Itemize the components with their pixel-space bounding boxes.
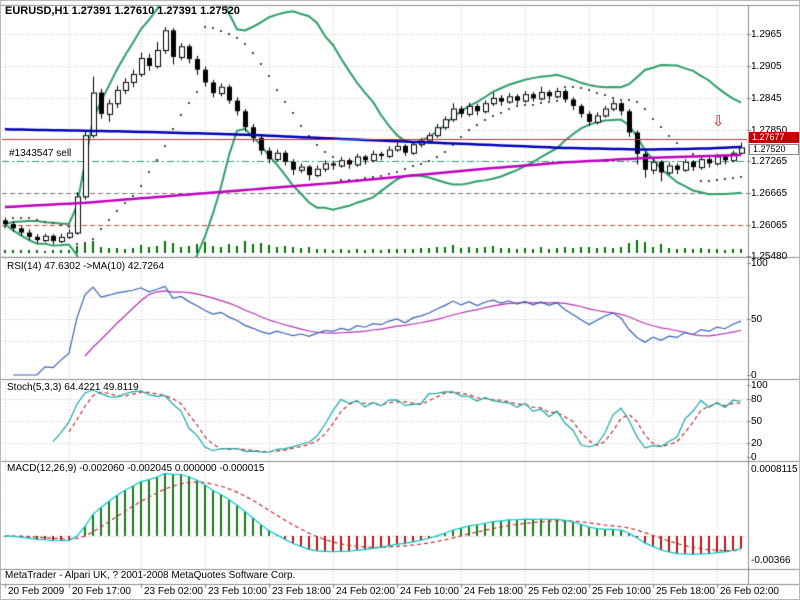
time-axis-label: 24 Feb 10:00 bbox=[400, 586, 459, 597]
price-axis-label: 1.25480 bbox=[751, 251, 788, 262]
bid-price-tag: 1.27520 bbox=[749, 144, 799, 155]
time-axis[interactable]: 20 Feb 2009 20 Feb 17:00 23 Feb 02:00 23 Fe… bbox=[1, 584, 799, 599]
stoch-axis-label: 20 bbox=[751, 438, 763, 449]
stoch-axis-label: 0 bbox=[751, 452, 757, 463]
time-axis-label: 25 Feb 18:00 bbox=[656, 586, 715, 597]
price-axis-label: 1.26065 bbox=[751, 220, 788, 231]
price-axis-label: 1.27850 bbox=[751, 125, 788, 136]
ask-price-tag: 1.27677 bbox=[749, 132, 799, 143]
macd-label: MACD(12,26,9) -0.002060 -0.002045 0.0000… bbox=[7, 463, 265, 474]
time-axis-label: 25 Feb 02:00 bbox=[528, 586, 587, 597]
time-axis-label: 26 Feb 02:00 bbox=[720, 586, 779, 597]
time-axis-label: 24 Feb 18:00 bbox=[464, 586, 523, 597]
time-axis-label: 24 Feb 02:00 bbox=[336, 586, 395, 597]
time-axis-label: 23 Feb 02:00 bbox=[144, 586, 203, 597]
rsi-axis-label: 100 bbox=[751, 258, 768, 269]
time-axis-label: 20 Feb 2009 bbox=[8, 586, 65, 597]
price-axis[interactable]: 1.2965 1.2905 1.2845 1.27850 1.27265 1.26665 1… bbox=[748, 1, 799, 584]
macd-axis-label: 0.0008115 bbox=[751, 464, 798, 475]
stoch-axis-label: 80 bbox=[751, 394, 763, 405]
price-axis-label: 1.27265 bbox=[751, 156, 788, 167]
time-axis-label: 20 Feb 17:00 bbox=[72, 586, 131, 597]
chart-title: EURUSD,H1 1.27391 1.27610 1.27391 1.2752… bbox=[5, 5, 240, 17]
price-axis-label: 1.2965 bbox=[751, 29, 782, 40]
footer-text: MetaTrader - Alpari UK, ? 2001-2008 Meta… bbox=[5, 570, 296, 581]
rsi-axis-label: 0 bbox=[751, 370, 757, 381]
macd-axis-label: -0.00366 bbox=[751, 555, 791, 566]
order-sell-label: #1343547 sell bbox=[9, 148, 72, 159]
rsi-axis-label: 50 bbox=[751, 314, 763, 325]
stoch-axis-label: 100 bbox=[751, 380, 768, 391]
stoch-axis-label: 50 bbox=[751, 416, 763, 427]
time-axis-label: 23 Feb 18:00 bbox=[272, 586, 331, 597]
time-axis-label: 23 Feb 10:00 bbox=[208, 586, 267, 597]
time-axis-label: 25 Feb 10:00 bbox=[592, 586, 651, 597]
price-arrow-icon: ⇩ bbox=[712, 113, 725, 130]
price-axis-label: 1.2845 bbox=[751, 93, 782, 104]
rsi-label: RSI(14) 47.6302 ->MA(10) 42.7264 bbox=[7, 261, 165, 272]
price-axis-label: 1.26665 bbox=[751, 188, 788, 199]
price-axis-label: 1.2905 bbox=[751, 61, 782, 72]
stoch-label: Stoch(5,3,3) 64.4221 49.8119 bbox=[7, 382, 139, 393]
